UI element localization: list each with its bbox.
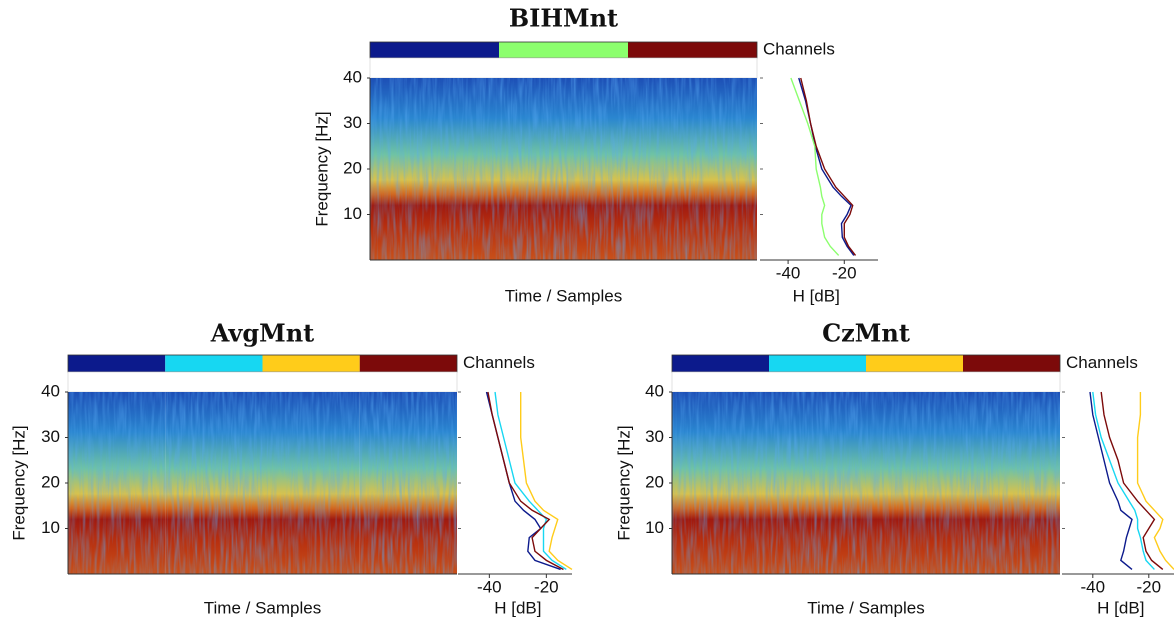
spectrogram-noise <box>499 78 628 260</box>
channel-bar <box>769 355 866 372</box>
y-tick-label: 10 <box>41 518 60 537</box>
channel-bar <box>672 355 769 372</box>
channel-bar <box>68 355 166 372</box>
y-tick-label: 40 <box>41 381 60 400</box>
spectrum-line <box>494 391 567 571</box>
y-axis-label: Frequency [Hz] <box>9 425 28 540</box>
panel-title: AvgMnt <box>210 319 314 348</box>
spectrogram-noise <box>628 78 757 260</box>
x-axis-label: Time / Samples <box>505 286 622 305</box>
legend-label: Channels <box>763 39 835 58</box>
spectrogram-noise <box>262 392 360 574</box>
spectrum-line <box>1100 391 1164 570</box>
channel-spacer <box>369 57 758 79</box>
channel-bar <box>165 355 263 372</box>
channel-bar <box>262 355 360 372</box>
x-axis-label: Time / Samples <box>807 598 924 617</box>
spectrogram-noise <box>672 392 769 574</box>
y-tick-label: 30 <box>343 113 362 132</box>
x-tick-label: -20 <box>534 577 559 596</box>
y-tick-label: 10 <box>343 204 362 223</box>
channel-bar <box>628 42 757 58</box>
x-tick-label: -40 <box>477 577 502 596</box>
spectrogram-noise <box>963 392 1060 574</box>
spectrogram-noise <box>866 392 963 574</box>
x-tick-label: -40 <box>776 263 801 282</box>
spectrum-line <box>1089 391 1133 570</box>
channel-bar <box>866 355 963 372</box>
spectrum-line <box>485 391 561 571</box>
y-tick-label: 40 <box>645 381 664 400</box>
y-axis-label: Frequency [Hz] <box>614 425 633 540</box>
spectrogram-noise <box>359 392 457 574</box>
x-axis-label: Time / Samples <box>204 598 321 617</box>
x-tick-label: -40 <box>1081 577 1106 596</box>
panel-title: CzMnt <box>822 319 910 348</box>
y-tick-label: 20 <box>645 472 664 491</box>
channel-spacer <box>671 371 1061 393</box>
spectrogram-noise <box>370 78 499 260</box>
y-tick-label: 40 <box>343 67 362 86</box>
spectrogram-noise <box>68 392 166 574</box>
channel-bar <box>963 355 1060 372</box>
spectrum-x-label: H [dB] <box>1097 598 1144 617</box>
spectrum-line <box>487 391 564 571</box>
channel-spacer <box>67 371 458 393</box>
spectrum-x-label: H [dB] <box>793 286 840 305</box>
legend-label: Channels <box>463 353 535 372</box>
y-tick-label: 30 <box>645 427 664 446</box>
spectrogram-noise <box>769 392 866 574</box>
spectrum-line <box>1136 392 1174 570</box>
spectrum-x-label: H [dB] <box>494 598 541 617</box>
spectrum-line <box>520 392 573 571</box>
y-tick-label: 20 <box>41 472 60 491</box>
channel-bar <box>499 42 628 58</box>
panel-title: BIHMnt <box>509 4 618 33</box>
y-tick-label: 20 <box>343 158 362 177</box>
channel-bar <box>359 355 457 372</box>
y-tick-label: 30 <box>41 427 60 446</box>
y-tick-label: 10 <box>645 518 664 537</box>
spectrum-line <box>1092 391 1155 570</box>
y-axis-label: Frequency [Hz] <box>312 111 331 226</box>
spectrum-line <box>800 77 857 256</box>
spectrum-line <box>790 77 840 256</box>
x-tick-label: -20 <box>832 263 857 282</box>
legend-label: Channels <box>1066 353 1138 372</box>
x-tick-label: -20 <box>1137 577 1162 596</box>
channel-bar <box>370 42 499 58</box>
spectrogram-noise <box>165 392 263 574</box>
